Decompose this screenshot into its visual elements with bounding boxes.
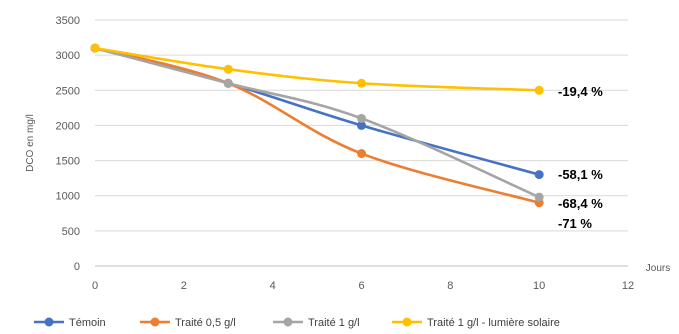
y-tick-label: 500 bbox=[62, 226, 80, 238]
x-tick-label: 6 bbox=[358, 280, 364, 292]
x-tick-label: 4 bbox=[270, 280, 276, 292]
legend-swatch-marker bbox=[403, 318, 412, 327]
grid-lines bbox=[95, 20, 628, 266]
annotation-label: -58,1 % bbox=[558, 167, 603, 182]
data-point bbox=[535, 86, 544, 95]
series-3 bbox=[91, 44, 544, 95]
legend-item-1: Traité 0,5 g/l bbox=[140, 317, 236, 329]
y-tick-label: 1500 bbox=[56, 156, 80, 168]
legend-item-3: Traité 1 g/l - lumière solaire bbox=[392, 317, 560, 329]
x-axis-title: Jours bbox=[646, 263, 670, 274]
annotation-label: -19,4 % bbox=[558, 84, 603, 99]
x-axis-ticks: 0 2 4 6 8 10 12 bbox=[92, 280, 634, 292]
y-axis-title: DCO en mg/l bbox=[25, 114, 36, 172]
data-point bbox=[357, 79, 366, 88]
y-tick-label: 2500 bbox=[56, 85, 80, 97]
x-tick-label: 0 bbox=[92, 280, 98, 292]
y-tick-label: 1000 bbox=[56, 191, 80, 203]
data-point bbox=[357, 114, 366, 123]
data-point bbox=[535, 170, 544, 179]
legend-item-0: Témoin bbox=[34, 317, 106, 329]
y-axis-ticks: 0 500 1000 1500 2000 2500 3000 3500 bbox=[56, 15, 80, 273]
x-tick-label: 12 bbox=[622, 280, 634, 292]
y-tick-label: 3000 bbox=[56, 50, 80, 62]
x-tick-label: 8 bbox=[447, 280, 453, 292]
legend-label: Traité 1 g/l - lumière solaire bbox=[427, 317, 560, 329]
y-tick-label: 2000 bbox=[56, 120, 80, 132]
legend-label: Traité 0,5 g/l bbox=[175, 317, 236, 329]
series-line bbox=[95, 48, 539, 175]
series-2 bbox=[91, 44, 544, 202]
data-point bbox=[535, 193, 544, 202]
y-tick-label: 0 bbox=[74, 261, 80, 273]
data-point bbox=[224, 65, 233, 74]
legend-label: Traité 1 g/l bbox=[308, 317, 360, 329]
x-tick-label: 2 bbox=[181, 280, 187, 292]
series-line bbox=[95, 48, 539, 90]
legend-label: Témoin bbox=[69, 317, 106, 329]
legend-swatch-marker bbox=[284, 318, 293, 327]
annotation-label: -71 % bbox=[558, 216, 592, 231]
data-point bbox=[224, 79, 233, 88]
data-point bbox=[91, 44, 100, 53]
annotations-layer: -19,4 % -58,1 % -68,4 % -71 % bbox=[558, 84, 603, 231]
series-line bbox=[95, 48, 539, 197]
legend: Témoin Traité 0,5 g/l Traité 1 g/l Traité 1… bbox=[34, 317, 560, 329]
data-point bbox=[357, 149, 366, 158]
legend-swatch-marker bbox=[151, 318, 160, 327]
legend-swatch-marker bbox=[45, 318, 54, 327]
legend-item-2: Traité 1 g/l bbox=[273, 317, 360, 329]
annotation-label: -68,4 % bbox=[558, 196, 603, 211]
y-tick-label: 3500 bbox=[56, 15, 80, 27]
x-tick-label: 10 bbox=[533, 280, 545, 292]
